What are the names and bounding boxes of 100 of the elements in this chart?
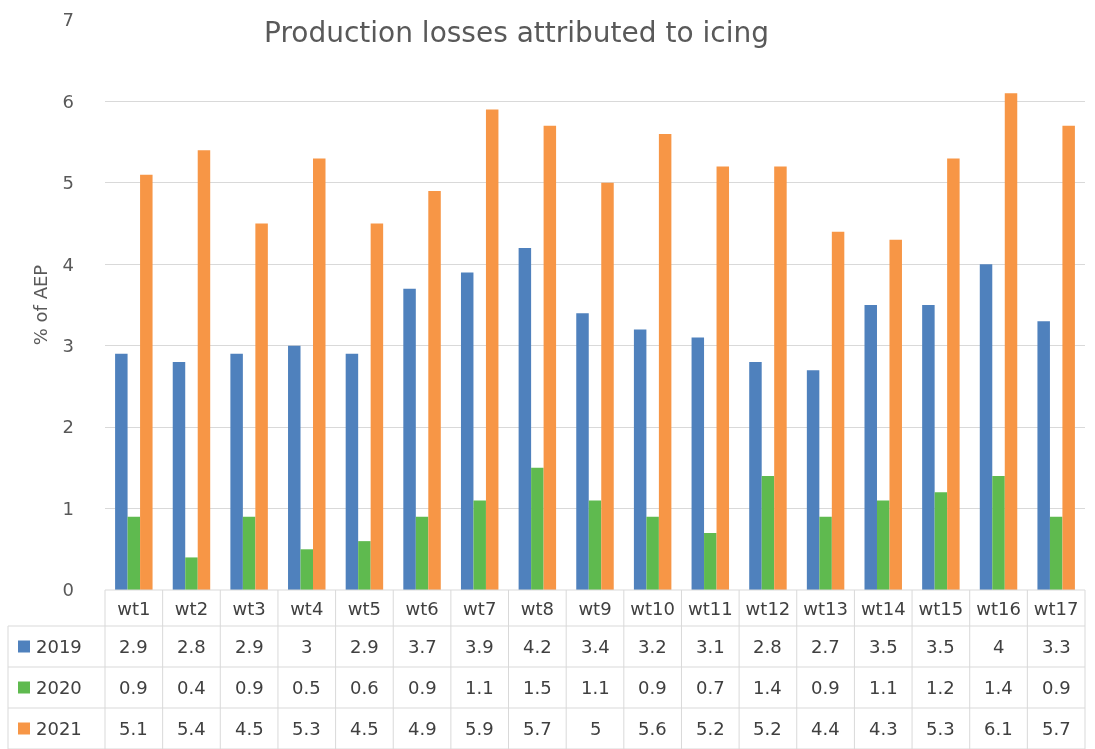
bar xyxy=(230,353,243,590)
bar xyxy=(633,329,647,590)
data-label: 5.7 xyxy=(523,718,552,739)
y-tick-label: 7 xyxy=(62,9,74,31)
data-label: 5.2 xyxy=(753,718,782,739)
data-label: 0.9 xyxy=(811,677,840,698)
data-label: 3.7 xyxy=(408,636,437,657)
bar xyxy=(819,516,832,590)
data-label: 5.9 xyxy=(465,718,494,739)
data-label: 4.2 xyxy=(523,636,552,657)
x-tick-label: wt2 xyxy=(174,598,209,619)
bar xyxy=(922,305,935,590)
bar xyxy=(1004,93,1018,590)
bar xyxy=(345,353,359,590)
bar xyxy=(543,125,557,590)
data-label: 3.1 xyxy=(696,636,725,657)
x-tick-label: wt3 xyxy=(232,598,266,619)
bar xyxy=(313,158,326,590)
data-label: 0.9 xyxy=(1042,677,1071,698)
bar xyxy=(806,370,820,590)
data-label: 4.9 xyxy=(408,718,437,739)
chart-title: Production losses attributed to icing xyxy=(264,16,769,49)
data-label: 0.9 xyxy=(119,677,148,698)
x-tick-label: wt11 xyxy=(687,598,733,619)
bar xyxy=(646,516,659,590)
bar xyxy=(1049,516,1063,590)
y-tick-label: 0 xyxy=(62,579,74,601)
x-tick-label: wt7 xyxy=(463,598,497,619)
data-label: 5.7 xyxy=(1042,718,1071,739)
bar xyxy=(716,166,730,590)
bar xyxy=(864,305,877,590)
y-tick-label: 2 xyxy=(62,416,74,438)
data-label: 5 xyxy=(590,718,602,739)
bar xyxy=(1062,125,1075,590)
bar xyxy=(774,166,787,590)
bar xyxy=(460,272,474,590)
data-label: 0.9 xyxy=(638,677,667,698)
data-label: 0.9 xyxy=(408,677,437,698)
x-tick-label: wt1 xyxy=(117,598,151,619)
data-label: 1.4 xyxy=(753,677,782,698)
data-label: 0.5 xyxy=(292,677,321,698)
bar xyxy=(704,533,717,590)
data-label: 4.3 xyxy=(869,718,898,739)
legend-label: 2019 xyxy=(36,636,82,657)
x-tick-label: wt10 xyxy=(630,598,675,619)
data-label: 3.5 xyxy=(926,636,955,657)
data-label: 5.6 xyxy=(638,718,667,739)
legend-label: 2021 xyxy=(36,718,82,739)
data-label: 2.9 xyxy=(235,636,264,657)
bar xyxy=(601,182,614,590)
bar xyxy=(370,223,384,590)
bar xyxy=(300,549,314,590)
x-tick-label: wt16 xyxy=(976,598,1021,619)
bar xyxy=(403,288,416,590)
bar xyxy=(185,557,198,590)
bar xyxy=(197,150,211,590)
bar xyxy=(485,109,499,590)
bar xyxy=(428,191,441,590)
y-axis-title: % of AEP xyxy=(29,264,51,346)
bar xyxy=(588,500,602,590)
bar xyxy=(518,248,532,590)
bar xyxy=(288,345,301,590)
data-label: 5.2 xyxy=(696,718,725,739)
legend-label: 2020 xyxy=(36,677,82,698)
data-label: 3.5 xyxy=(869,636,898,657)
x-tick-label: wt17 xyxy=(1033,598,1079,619)
bar xyxy=(992,476,1005,590)
bar xyxy=(576,313,589,590)
data-label: 4.5 xyxy=(235,718,264,739)
data-label: 1.1 xyxy=(465,677,494,698)
bar xyxy=(127,516,141,590)
bar xyxy=(761,476,775,590)
bar xyxy=(1037,321,1050,590)
data-label: 4 xyxy=(993,636,1005,657)
data-label: 5.3 xyxy=(292,718,321,739)
x-tick-label: wt5 xyxy=(347,598,382,619)
x-tick-label: wt9 xyxy=(578,598,612,619)
data-label: 1.2 xyxy=(926,677,955,698)
bar xyxy=(140,174,153,590)
y-tick-label: 4 xyxy=(62,253,74,275)
bar xyxy=(947,158,960,590)
data-label: 5.3 xyxy=(926,718,955,739)
x-tick-label: wt6 xyxy=(405,598,439,619)
data-label: 0.6 xyxy=(350,677,379,698)
data-label: 5.1 xyxy=(119,718,148,739)
data-label: 6.1 xyxy=(984,718,1013,739)
y-tick-label: 1 xyxy=(62,497,74,519)
data-label: 0.9 xyxy=(235,677,264,698)
data-label: 2.9 xyxy=(350,636,379,657)
data-label: 2.8 xyxy=(753,636,782,657)
data-label: 4.5 xyxy=(350,718,379,739)
data-label: 2.7 xyxy=(811,636,840,657)
bar xyxy=(831,231,845,590)
bar xyxy=(876,500,890,590)
data-label: 1.5 xyxy=(523,677,552,698)
data-label: 0.7 xyxy=(696,677,725,698)
bar xyxy=(255,223,268,590)
bar xyxy=(979,264,993,590)
data-label: 2.8 xyxy=(177,636,206,657)
data-label: 3.3 xyxy=(1042,636,1071,657)
